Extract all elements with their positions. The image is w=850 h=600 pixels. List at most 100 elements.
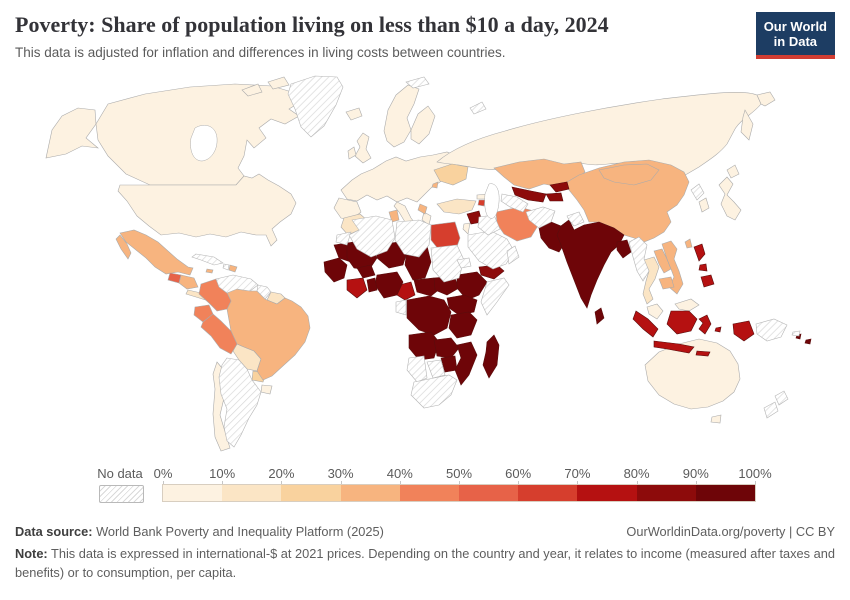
country-tanzania[interactable] bbox=[448, 311, 478, 339]
country-moldova[interactable] bbox=[431, 181, 439, 189]
legend-bin-50%-60%[interactable] bbox=[459, 485, 519, 501]
country-japan[interactable] bbox=[718, 176, 742, 221]
country-australia[interactable] bbox=[644, 338, 741, 410]
country-cuba[interactable] bbox=[191, 253, 224, 266]
country-ireland[interactable] bbox=[347, 146, 357, 160]
country-mexico[interactable] bbox=[119, 229, 194, 276]
country-turkey[interactable] bbox=[436, 198, 477, 215]
country-arctic-island[interactable] bbox=[241, 83, 263, 97]
country-russia-chukotka[interactable] bbox=[756, 91, 776, 107]
country-iceland[interactable] bbox=[345, 107, 363, 121]
country-indonesia-java[interactable] bbox=[653, 340, 695, 354]
country-indonesia-sulawesi[interactable] bbox=[698, 314, 712, 335]
country-malaysia[interactable] bbox=[646, 303, 664, 320]
country-thailand[interactable] bbox=[642, 256, 660, 305]
legend-bin-70%-80%[interactable] bbox=[577, 485, 637, 501]
country-indonesia-papua[interactable] bbox=[732, 320, 755, 342]
country-australia-tasmania[interactable] bbox=[710, 414, 722, 424]
country-south-korea[interactable] bbox=[698, 197, 710, 213]
country-russia[interactable] bbox=[436, 91, 762, 177]
country-senegal-guinea[interactable] bbox=[323, 257, 348, 283]
country-cote-divoire-ghana[interactable] bbox=[346, 277, 368, 299]
country-togo-benin[interactable] bbox=[366, 277, 378, 293]
legend-bin-30%-40%[interactable] bbox=[340, 485, 400, 501]
country-papua-new-guinea[interactable] bbox=[755, 318, 788, 342]
country-angola[interactable] bbox=[408, 331, 440, 361]
legend-bin-80%-90%[interactable] bbox=[636, 485, 696, 501]
country-vietnam[interactable] bbox=[661, 240, 684, 295]
country-solomon-islands[interactable] bbox=[791, 330, 801, 337]
country-japan-hokkaido[interactable] bbox=[726, 164, 740, 179]
region-kashmir[interactable] bbox=[566, 211, 585, 227]
country-malaysia-borneo[interactable] bbox=[674, 298, 700, 312]
country-new-zealand-south[interactable] bbox=[763, 401, 779, 419]
country-indonesia-lesser-sunda[interactable] bbox=[695, 350, 711, 357]
country-afghanistan[interactable] bbox=[525, 206, 556, 229]
country-oman[interactable] bbox=[506, 245, 520, 265]
country-somalia[interactable] bbox=[480, 277, 510, 316]
country-dominican-republic[interactable] bbox=[228, 264, 238, 273]
country-indonesia-maluku[interactable] bbox=[714, 326, 722, 333]
country-china[interactable] bbox=[566, 159, 690, 243]
legend-bin-20%-30%[interactable] bbox=[281, 485, 341, 501]
country-norway-sweden[interactable] bbox=[383, 84, 420, 148]
country-united-kingdom[interactable] bbox=[354, 132, 372, 164]
country-malawi-mozambique[interactable] bbox=[454, 341, 478, 386]
country-united-states[interactable] bbox=[117, 173, 297, 247]
country-mexico-baja[interactable] bbox=[115, 234, 132, 260]
country-tunisia[interactable] bbox=[388, 209, 400, 223]
country-mongolia[interactable] bbox=[598, 163, 660, 186]
country-india[interactable] bbox=[556, 219, 625, 309]
country-uganda-kenya[interactable] bbox=[446, 294, 478, 316]
country-philippines-visayas[interactable] bbox=[698, 263, 708, 272]
country-eritrea[interactable] bbox=[456, 257, 472, 269]
country-greenland[interactable] bbox=[287, 75, 344, 138]
country-philippines-mindanao[interactable] bbox=[700, 274, 715, 288]
country-armenia[interactable] bbox=[477, 199, 486, 207]
country-taiwan[interactable] bbox=[684, 238, 693, 249]
country-dr-congo[interactable] bbox=[406, 295, 452, 336]
country-israel-jordan[interactable] bbox=[462, 222, 471, 235]
country-albania[interactable] bbox=[417, 203, 428, 215]
owid-link[interactable]: OurWorldinData.org/poverty | CC BY bbox=[626, 524, 835, 539]
country-sri-lanka[interactable] bbox=[594, 307, 605, 325]
country-sudan[interactable] bbox=[430, 244, 465, 283]
country-ethiopia[interactable] bbox=[456, 271, 488, 301]
legend-bin-90%-100%[interactable] bbox=[695, 485, 756, 501]
country-guyana[interactable] bbox=[256, 284, 272, 300]
legend-bin-0%-10%[interactable] bbox=[163, 485, 223, 501]
country-north-korea[interactable] bbox=[690, 183, 705, 201]
country-arctic-island[interactable] bbox=[267, 76, 290, 90]
country-western-sahara[interactable] bbox=[335, 231, 352, 246]
country-jamaica[interactable] bbox=[205, 268, 214, 274]
country-indonesia-kalimantan[interactable] bbox=[666, 310, 698, 335]
legend-bin-10%-20%[interactable] bbox=[222, 485, 282, 501]
legend-bin-40%-50%[interactable] bbox=[399, 485, 460, 501]
country-guatemala[interactable] bbox=[167, 272, 182, 284]
country-alaska[interactable] bbox=[45, 107, 99, 159]
country-tajikistan[interactable] bbox=[545, 192, 564, 202]
country-venezuela[interactable] bbox=[215, 274, 259, 294]
country-libya[interactable] bbox=[394, 219, 432, 258]
no-data-swatch[interactable] bbox=[99, 485, 144, 503]
country-haiti[interactable] bbox=[222, 263, 230, 271]
country-botswana[interactable] bbox=[426, 359, 446, 379]
country-russia-kamchatka[interactable] bbox=[740, 109, 754, 141]
country-madagascar[interactable] bbox=[482, 334, 500, 379]
country-finland[interactable] bbox=[410, 105, 436, 145]
country-svalbard[interactable] bbox=[405, 76, 430, 89]
country-gabon[interactable] bbox=[395, 299, 407, 316]
owid-logo[interactable]: Our World in Data bbox=[755, 12, 835, 59]
country-honduras-nicaragua[interactable] bbox=[178, 274, 199, 290]
country-cambodia[interactable] bbox=[658, 276, 675, 290]
country-uzbekistan[interactable] bbox=[511, 186, 547, 203]
country-turkmenistan[interactable] bbox=[500, 193, 529, 213]
country-peru[interactable] bbox=[200, 313, 238, 355]
country-fiji[interactable] bbox=[804, 338, 812, 345]
country-argentina[interactable] bbox=[218, 357, 262, 448]
country-bangladesh[interactable] bbox=[616, 239, 632, 259]
country-algeria[interactable] bbox=[348, 215, 396, 258]
country-uruguay[interactable] bbox=[260, 384, 273, 395]
country-namibia[interactable] bbox=[406, 355, 428, 383]
country-myanmar[interactable] bbox=[628, 236, 650, 282]
